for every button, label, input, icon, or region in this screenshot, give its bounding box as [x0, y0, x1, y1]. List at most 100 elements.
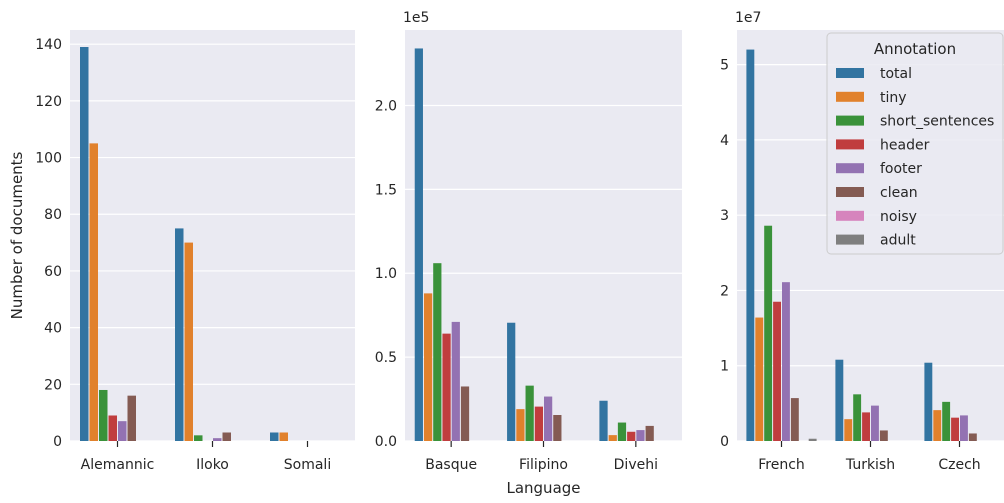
bar-filipino-clean [553, 414, 562, 441]
bar-divehi-clean [645, 425, 654, 441]
bar-alemannic-header [108, 415, 117, 441]
x-axis-label: Language [506, 479, 580, 497]
y-tick-label: 40 [44, 321, 62, 337]
x-tick-label-turkish: Turkish [845, 457, 895, 473]
bar-turkish-short-sentences [853, 394, 862, 441]
bar-filipino-header [534, 406, 543, 441]
bar-filipino-total [507, 322, 516, 441]
y-tick-label: 4 [720, 133, 729, 149]
plot-area [70, 30, 355, 441]
bar-basque-footer [451, 321, 460, 441]
bar-somali-tiny [279, 432, 288, 441]
legend-swatch-total [836, 68, 864, 78]
y-tick-label: 80 [44, 207, 62, 223]
x-tick-label-somali: Somali [284, 457, 331, 473]
bar-alemannic-tiny [89, 143, 98, 441]
bar-czech-clean [968, 433, 977, 441]
bar-iloko-clean [222, 432, 231, 441]
bar-basque-tiny [423, 293, 433, 441]
bar-basque-clean [460, 386, 470, 441]
bar-czech-footer [960, 415, 968, 441]
y-tick-label: 0.5 [375, 350, 397, 366]
bar-czech-short-sentences [942, 401, 951, 441]
x-tick-label-divehi: Divehi [614, 457, 658, 473]
y-tick-label: 0.0 [375, 434, 397, 450]
bar-basque-short-sentences [433, 263, 442, 441]
legend-entry-adult: adult [880, 233, 916, 249]
bar-turkish-total [835, 359, 844, 441]
bar-french-footer [782, 282, 790, 441]
legend-swatch-clean [836, 187, 864, 197]
plot-area [405, 30, 682, 441]
bar-czech-total [924, 362, 933, 441]
legend-entry-total: total [880, 66, 912, 82]
x-tick-label-basque: Basque [425, 457, 477, 473]
bar-czech-tiny [933, 410, 942, 441]
bar-iloko-short-sentences [194, 435, 203, 441]
chart-panel-2: 0.0 0.5 1.0 1.5 2.0 1e5 Basque Filipino Divehi La… [375, 10, 682, 497]
bar-divehi-header [627, 431, 636, 441]
legend-swatch-tiny [836, 91, 864, 102]
bar-turkish-footer [871, 405, 879, 441]
bar-divehi-total [599, 400, 608, 441]
bar-turkish-clean [879, 430, 888, 441]
x-tick-label-czech: Czech [938, 457, 980, 473]
bar-french-short-sentences [764, 225, 773, 441]
bar-french-header [773, 301, 781, 441]
bar-french-clean [790, 398, 799, 441]
bar-basque-total [414, 48, 423, 441]
bar-alemannic-footer [118, 421, 127, 441]
y-tick-label: 1.5 [375, 182, 397, 198]
legend-title: Annotation [874, 40, 956, 58]
legend-entry-clean: clean [880, 185, 918, 201]
bar-divehi-short-sentences [617, 422, 627, 441]
legend-entry-short-sentences: short_sentences [880, 114, 994, 130]
y-tick-label: 1.0 [375, 266, 397, 282]
bar-filipino-short-sentences [525, 385, 534, 441]
y-tick-label: 140 [35, 37, 62, 53]
bar-french-tiny [755, 317, 764, 441]
bar-french-total [746, 49, 755, 441]
x-tick-label-alemannic: Alemannic [81, 457, 155, 473]
y-tick-label: 2.0 [375, 98, 397, 114]
bar-czech-header [951, 417, 959, 441]
legend-box [826, 32, 1004, 255]
axis-offset-text: 1e7 [735, 10, 761, 26]
bar-iloko-footer [213, 438, 222, 441]
chart-panel-1: 0 20 40 60 80 100 120 140 Alemannic Iloko Somali Nu… [8, 30, 355, 473]
y-tick-label: 3 [720, 208, 729, 224]
x-tick-label-filipino: Filipino [519, 457, 568, 473]
bar-alemannic-total [80, 47, 89, 441]
bar-french-adult [808, 438, 817, 441]
legend-swatch-short-sentences [836, 115, 864, 126]
bar-divehi-tiny [608, 435, 617, 441]
bar-iloko-tiny [184, 242, 193, 441]
y-tick-label: 5 [720, 58, 729, 74]
legend-entry-noisy: noisy [880, 209, 917, 225]
bar-alemannic-short-sentences [99, 389, 108, 441]
legend-entry-footer: footer [880, 161, 922, 177]
bar-turkish-header [862, 412, 870, 441]
y-tick-label: 100 [35, 151, 62, 167]
bar-basque-header [442, 333, 451, 441]
y-axis-label: Number of documents [8, 151, 26, 319]
y-tick-label: 20 [44, 377, 62, 393]
bar-alemannic-clean [127, 395, 136, 441]
y-tick-label: 0 [720, 434, 729, 450]
bar-iloko-total [175, 228, 184, 441]
y-tick-label: 60 [44, 264, 62, 280]
legend-swatch-adult [836, 234, 864, 245]
axis-offset-text: 1e5 [403, 10, 429, 26]
legend-entry-tiny: tiny [880, 90, 907, 106]
bar-filipino-footer [544, 396, 553, 441]
bar-turkish-tiny [844, 419, 853, 441]
y-tick-label: 1 [720, 359, 729, 375]
legend-swatch-footer [836, 163, 864, 174]
x-tick-label-iloko: Iloko [196, 457, 229, 473]
legend-swatch-header [836, 139, 864, 150]
bar-filipino-tiny [516, 409, 525, 441]
legend-entry-header: header [880, 137, 930, 153]
bar-somali-total [270, 432, 279, 441]
